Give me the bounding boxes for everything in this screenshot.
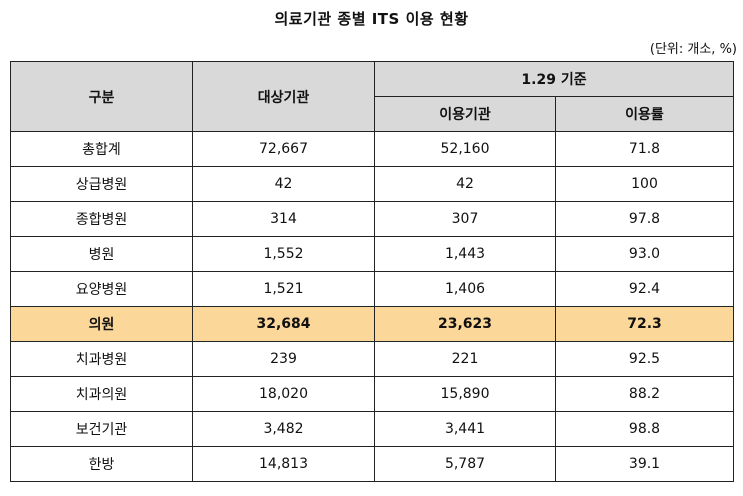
cell-using: 23,623 [374,306,556,342]
unit-note: (단위: 개소, %) [649,42,737,57]
cell-category: 상급병원 [10,166,193,202]
cell-category: 총합계 [10,131,193,167]
header-using: 이용기관 [374,96,556,132]
header-date-group: 1.29 기준 [374,61,734,97]
table-row: 한방 14,813 5,787 39.1 [10,446,734,482]
cell-target: 18,020 [192,376,375,412]
cell-target: 42 [192,166,375,202]
table-row: 총합계 72,667 52,160 71.8 [10,131,734,167]
table-row-highlighted: 의원 32,684 23,623 72.3 [10,306,734,342]
table-row: 상급병원 42 42 100 [10,166,734,202]
table-row: 치과의원 18,020 15,890 88.2 [10,376,734,412]
cell-rate: 98.8 [555,411,734,447]
cell-target: 239 [192,341,375,377]
cell-category: 병원 [10,236,193,272]
cell-using: 3,441 [374,411,556,447]
header-target: 대상기관 [192,61,375,132]
table-row: 종합병원 314 307 97.8 [10,201,734,237]
cell-target: 14,813 [192,446,375,482]
cell-target: 1,521 [192,271,375,307]
cell-using: 307 [374,201,556,237]
table-row: 요양병원 1,521 1,406 92.4 [10,271,734,307]
cell-rate: 97.8 [555,201,734,237]
table-row: 보건기관 3,482 3,441 98.8 [10,411,734,447]
cell-category: 요양병원 [10,271,193,307]
cell-category: 보건기관 [10,411,193,447]
header-rate: 이용률 [555,96,734,132]
header-category: 구분 [10,61,193,132]
cell-rate: 92.5 [555,341,734,377]
cell-using: 52,160 [374,131,556,167]
cell-using: 1,406 [374,271,556,307]
cell-rate: 72.3 [555,306,734,342]
cell-category: 의원 [10,306,193,342]
cell-using: 42 [374,166,556,202]
cell-rate: 71.8 [555,131,734,167]
cell-rate: 92.4 [555,271,734,307]
cell-target: 3,482 [192,411,375,447]
cell-target: 72,667 [192,131,375,167]
cell-category: 치과의원 [10,376,193,412]
cell-using: 221 [374,341,556,377]
page-title: 의료기관 종별 ITS 이용 현황 [274,10,469,28]
cell-rate: 88.2 [555,376,734,412]
cell-rate: 93.0 [555,236,734,272]
usage-table: 구분 대상기관 1.29 기준 이용기관 이용률 총합계 72,667 52,1… [10,61,734,482]
cell-target: 314 [192,201,375,237]
cell-category: 한방 [10,446,193,482]
cell-target: 32,684 [192,306,375,342]
cell-category: 종합병원 [10,201,193,237]
cell-category: 치과병원 [10,341,193,377]
cell-rate: 39.1 [555,446,734,482]
table-row: 병원 1,552 1,443 93.0 [10,236,734,272]
cell-target: 1,552 [192,236,375,272]
cell-using: 1,443 [374,236,556,272]
table-row: 치과병원 239 221 92.5 [10,341,734,377]
cell-using: 15,890 [374,376,556,412]
cell-using: 5,787 [374,446,556,482]
cell-rate: 100 [555,166,734,202]
